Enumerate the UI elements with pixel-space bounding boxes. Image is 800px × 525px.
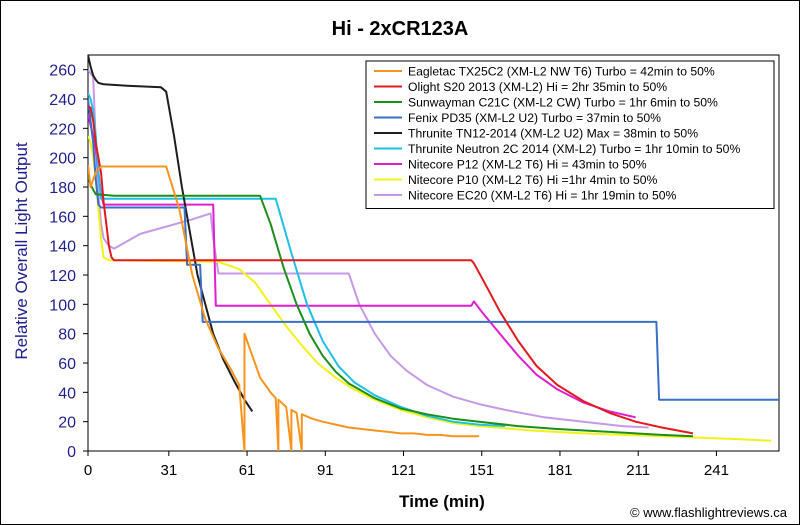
x-tick-label: 241 xyxy=(704,462,729,479)
y-tick-label: 0 xyxy=(67,444,76,461)
x-tick-label: 211 xyxy=(626,462,650,479)
y-tick-label: 40 xyxy=(58,385,76,402)
chart-title: Hi - 2xCR123A xyxy=(332,18,469,40)
y-tick-label: 180 xyxy=(49,180,76,197)
series-line xyxy=(88,55,254,412)
y-tick-label: 120 xyxy=(49,268,76,285)
x-tick-label: 121 xyxy=(391,462,416,479)
series-line xyxy=(88,98,779,401)
y-tick-label: 260 xyxy=(49,63,76,80)
legend-entry: Eagletac TX25C2 (XM-L2 NW T6) Turbo = 42… xyxy=(408,65,715,79)
legend-entry: Fenix PD35 (XM-L2 U2) Turbo = 37min to 5… xyxy=(408,111,661,125)
y-axis-label: Relative Overall Light Output xyxy=(12,142,31,360)
y-tick-label: 160 xyxy=(49,209,76,226)
x-axis-label: Time (min) xyxy=(399,492,485,511)
x-tick-label: 91 xyxy=(317,462,334,479)
series-line xyxy=(88,135,772,442)
x-tick-label: 61 xyxy=(239,462,256,479)
copyright-text: © www.flashlightreviews.ca xyxy=(630,505,788,520)
y-tick-label: 80 xyxy=(58,327,76,344)
series-line xyxy=(88,105,694,435)
y-tick-label: 220 xyxy=(49,121,76,138)
x-tick-label: 181 xyxy=(547,462,572,479)
y-tick-label: 100 xyxy=(49,297,76,314)
x-tick-label: 151 xyxy=(469,462,494,479)
legend-entry: Nitecore P12 (XM-L2 T6) Hi = 43min to 50… xyxy=(408,158,647,172)
series-line xyxy=(88,164,480,451)
legend-box xyxy=(365,60,775,209)
legend-entry: Olight S20 2013 (XM-L2) Hi = 2hr 35min t… xyxy=(408,80,667,94)
series-group xyxy=(88,55,779,451)
y-tick-label: 140 xyxy=(49,239,76,256)
x-tick-label: 31 xyxy=(160,462,177,479)
legend-entry: Nitecore P10 (XM-L2 T6) Hi =1hr 4min to … xyxy=(408,173,658,187)
legend-entry: Nitecore EC20 (XM-L2 T6) Hi = 1hr 19min … xyxy=(408,189,677,203)
series-line xyxy=(88,113,636,419)
legend-entry: Sunwayman C21C (XM-L2 CW) Turbo = 1hr 6m… xyxy=(408,96,718,110)
y-tick-label: 20 xyxy=(58,415,76,432)
series-line xyxy=(88,176,694,438)
y-tick-label: 60 xyxy=(58,356,76,373)
y-tick-label: 200 xyxy=(49,151,76,168)
legend-entry: Thrunite TN12-2014 (XM-L2 U2) Max = 38mi… xyxy=(408,127,698,141)
series-line xyxy=(88,69,649,429)
legend: Eagletac TX25C2 (XM-L2 NW T6) Turbo = 42… xyxy=(365,60,775,209)
legend-entry: Thrunite Neutron 2C 2014 (XM-L2) Turbo =… xyxy=(408,142,740,156)
y-tick-label: 240 xyxy=(49,92,76,109)
x-tick-label: 0 xyxy=(84,462,92,479)
